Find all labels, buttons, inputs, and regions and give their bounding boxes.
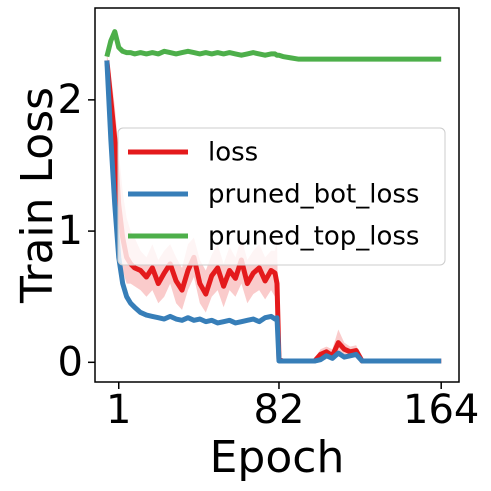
y-tick-label: 2 bbox=[58, 77, 83, 123]
y-axis-title: Train Loss bbox=[12, 87, 63, 304]
y-tick-label: 0 bbox=[58, 339, 83, 385]
plot-area bbox=[104, 29, 442, 364]
y-tick-label: 1 bbox=[58, 208, 83, 254]
legend-label: pruned_bot_loss bbox=[208, 180, 419, 210]
series-line bbox=[104, 29, 442, 62]
legend-box bbox=[117, 127, 446, 266]
x-tick-label: 82 bbox=[254, 387, 305, 433]
legend-label: pruned_top_loss bbox=[208, 222, 419, 252]
legend-label: loss bbox=[208, 138, 258, 168]
series-line bbox=[104, 60, 442, 364]
x-tick-label: 164 bbox=[403, 387, 479, 433]
axes-frame bbox=[94, 7, 460, 383]
x-axis-title: Epoch bbox=[210, 432, 345, 483]
x-tick-label: 1 bbox=[106, 387, 131, 433]
series-line bbox=[104, 60, 442, 364]
